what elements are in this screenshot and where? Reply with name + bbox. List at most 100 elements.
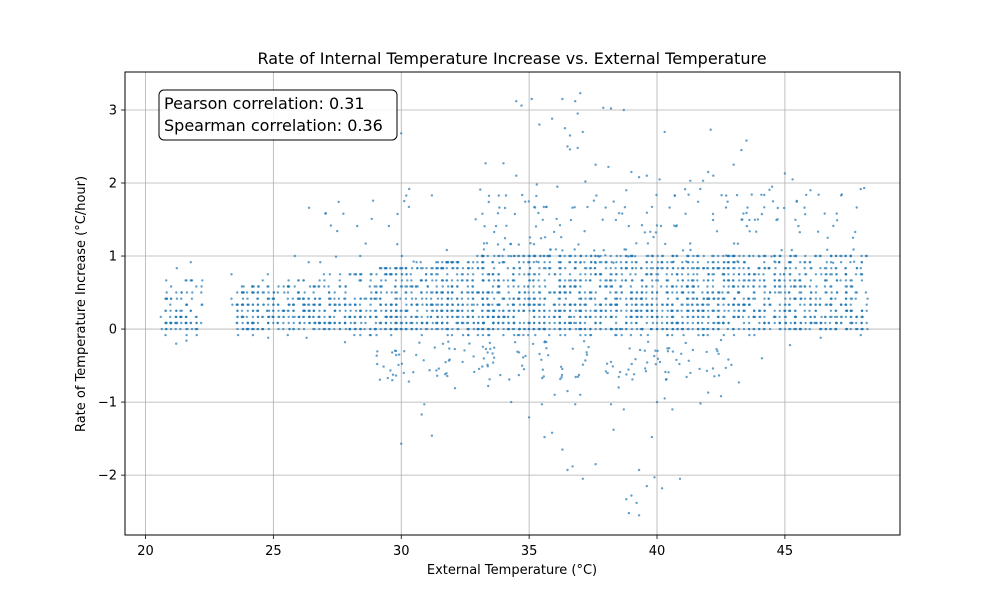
- x-tick-label: 40: [649, 544, 666, 559]
- data-point: [545, 205, 548, 208]
- data-point: [256, 291, 260, 294]
- data-point: [619, 297, 622, 300]
- data-point: [860, 321, 863, 325]
- data-point: [394, 279, 398, 282]
- data-point: [492, 356, 496, 359]
- data-point: [584, 279, 588, 282]
- data-point: [753, 309, 756, 312]
- data-point: [625, 261, 628, 264]
- data-point: [823, 285, 827, 288]
- data-point: [169, 285, 173, 288]
- data-point: [544, 267, 547, 270]
- data-point: [763, 321, 766, 325]
- data-point: [584, 333, 587, 337]
- data-point: [713, 375, 716, 378]
- data-point: [538, 303, 541, 306]
- data-point: [491, 273, 495, 276]
- data-point: [506, 279, 510, 282]
- data-point: [251, 309, 255, 312]
- data-point: [376, 350, 379, 353]
- data-point: [646, 333, 649, 337]
- data-point: [446, 321, 449, 325]
- data-point: [609, 291, 612, 294]
- data-point: [712, 297, 716, 300]
- data-point: [740, 148, 743, 152]
- data-point: [242, 285, 245, 288]
- data-point: [685, 303, 689, 306]
- data-point: [441, 267, 445, 270]
- data-point: [727, 267, 730, 270]
- data-point: [313, 321, 316, 325]
- data-point: [730, 363, 733, 367]
- data-point: [385, 267, 388, 270]
- data-point: [421, 267, 424, 270]
- data-point: [445, 372, 448, 375]
- data-point: [446, 273, 449, 276]
- data-point: [543, 327, 546, 331]
- data-point: [446, 291, 450, 294]
- data-point: [407, 205, 411, 209]
- data-point: [523, 297, 526, 300]
- data-point: [422, 359, 425, 362]
- data-point: [655, 279, 658, 282]
- data-point: [619, 254, 622, 258]
- data-point: [692, 297, 695, 300]
- data-point: [818, 303, 822, 306]
- data-point: [558, 297, 562, 300]
- data-point: [389, 309, 393, 312]
- data-point: [793, 327, 797, 331]
- data-point: [727, 291, 730, 294]
- data-point: [319, 261, 322, 264]
- data-point: [707, 279, 710, 282]
- data-point: [762, 279, 766, 282]
- data-point: [532, 279, 535, 282]
- data-point: [533, 315, 536, 319]
- data-point: [799, 297, 802, 300]
- data-point: [394, 309, 398, 312]
- data-point: [665, 273, 668, 276]
- data-point: [323, 321, 326, 325]
- data-point: [550, 431, 554, 434]
- data-point: [585, 351, 588, 354]
- data-point: [513, 341, 517, 344]
- data-point: [632, 373, 636, 376]
- data-point: [522, 303, 526, 306]
- data-point: [609, 267, 612, 270]
- data-point: [590, 254, 593, 258]
- data-point: [681, 249, 685, 252]
- data-point: [788, 273, 791, 276]
- data-point: [671, 254, 674, 258]
- data-point: [831, 261, 835, 264]
- data-point: [829, 309, 833, 312]
- data-point: [758, 309, 761, 312]
- data-point: [523, 273, 526, 276]
- data-point: [566, 145, 569, 148]
- data-point: [503, 237, 507, 240]
- data-point: [538, 291, 542, 294]
- data-point: [653, 354, 656, 358]
- data-point: [353, 297, 356, 300]
- data-point: [803, 267, 806, 270]
- data-point: [583, 321, 587, 325]
- data-point: [450, 261, 454, 264]
- data-point: [748, 230, 751, 233]
- data-point: [287, 315, 290, 319]
- data-point: [303, 321, 306, 325]
- data-point: [445, 267, 448, 270]
- data-point: [487, 200, 490, 204]
- data-point: [387, 224, 391, 228]
- data-point: [160, 327, 163, 331]
- data-point: [483, 225, 486, 228]
- data-point: [446, 303, 449, 306]
- data-point: [661, 327, 664, 331]
- data-point: [190, 327, 194, 331]
- data-point: [586, 205, 589, 209]
- data-point: [411, 285, 414, 288]
- data-point: [763, 315, 766, 319]
- data-point: [799, 261, 802, 264]
- data-point: [491, 352, 494, 355]
- data-point: [788, 303, 791, 306]
- data-point: [348, 327, 352, 331]
- data-point: [630, 315, 633, 319]
- data-point: [266, 273, 269, 276]
